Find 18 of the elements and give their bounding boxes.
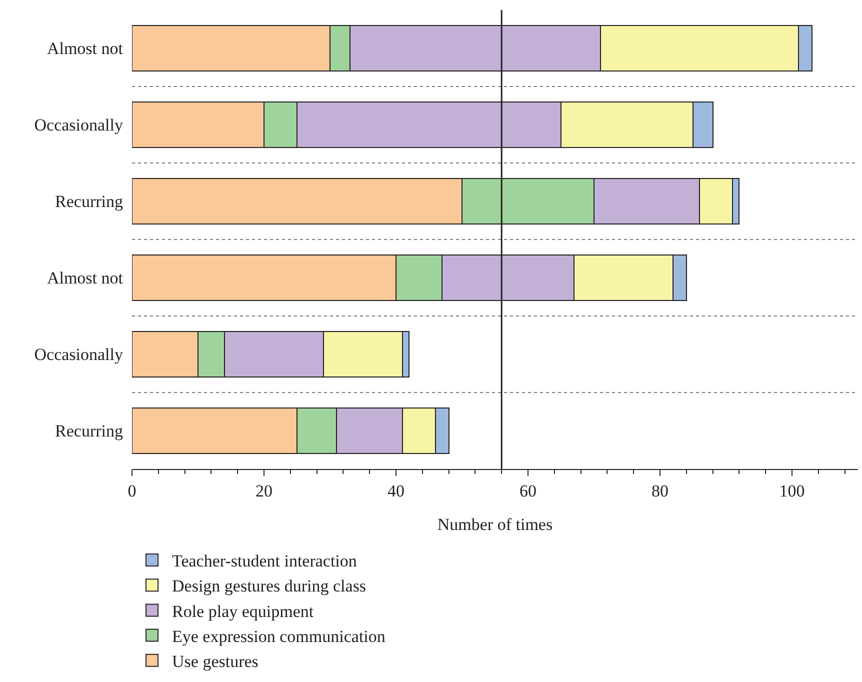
x-tick-label: 20 xyxy=(256,481,272,500)
y-tick-label: Almost not xyxy=(46,268,124,288)
y-tick-label: Recurring xyxy=(55,192,124,212)
legend-label: Use gestures xyxy=(172,652,258,672)
x-tick-label: 40 xyxy=(388,481,404,500)
legend-label: Teacher-student interaction xyxy=(172,552,358,571)
y-tick-label: Almost not xyxy=(46,39,124,58)
x-axis-title: Number of times xyxy=(437,515,553,534)
y-tick-label: Occasionally xyxy=(34,345,124,364)
legend-label: Eye expression communication xyxy=(172,626,386,646)
y-tick-label: Recurring xyxy=(55,422,124,441)
legend-label: Role play equipment xyxy=(172,602,314,621)
legend-label: Design gestures during class xyxy=(172,576,366,596)
y-tick-label: Occasionally xyxy=(34,116,124,135)
x-tick-label: 100 xyxy=(779,481,805,500)
x-tick-label: 80 xyxy=(652,481,668,500)
x-tick-label: 60 xyxy=(520,481,536,500)
x-tick-label: 0 xyxy=(128,481,136,500)
